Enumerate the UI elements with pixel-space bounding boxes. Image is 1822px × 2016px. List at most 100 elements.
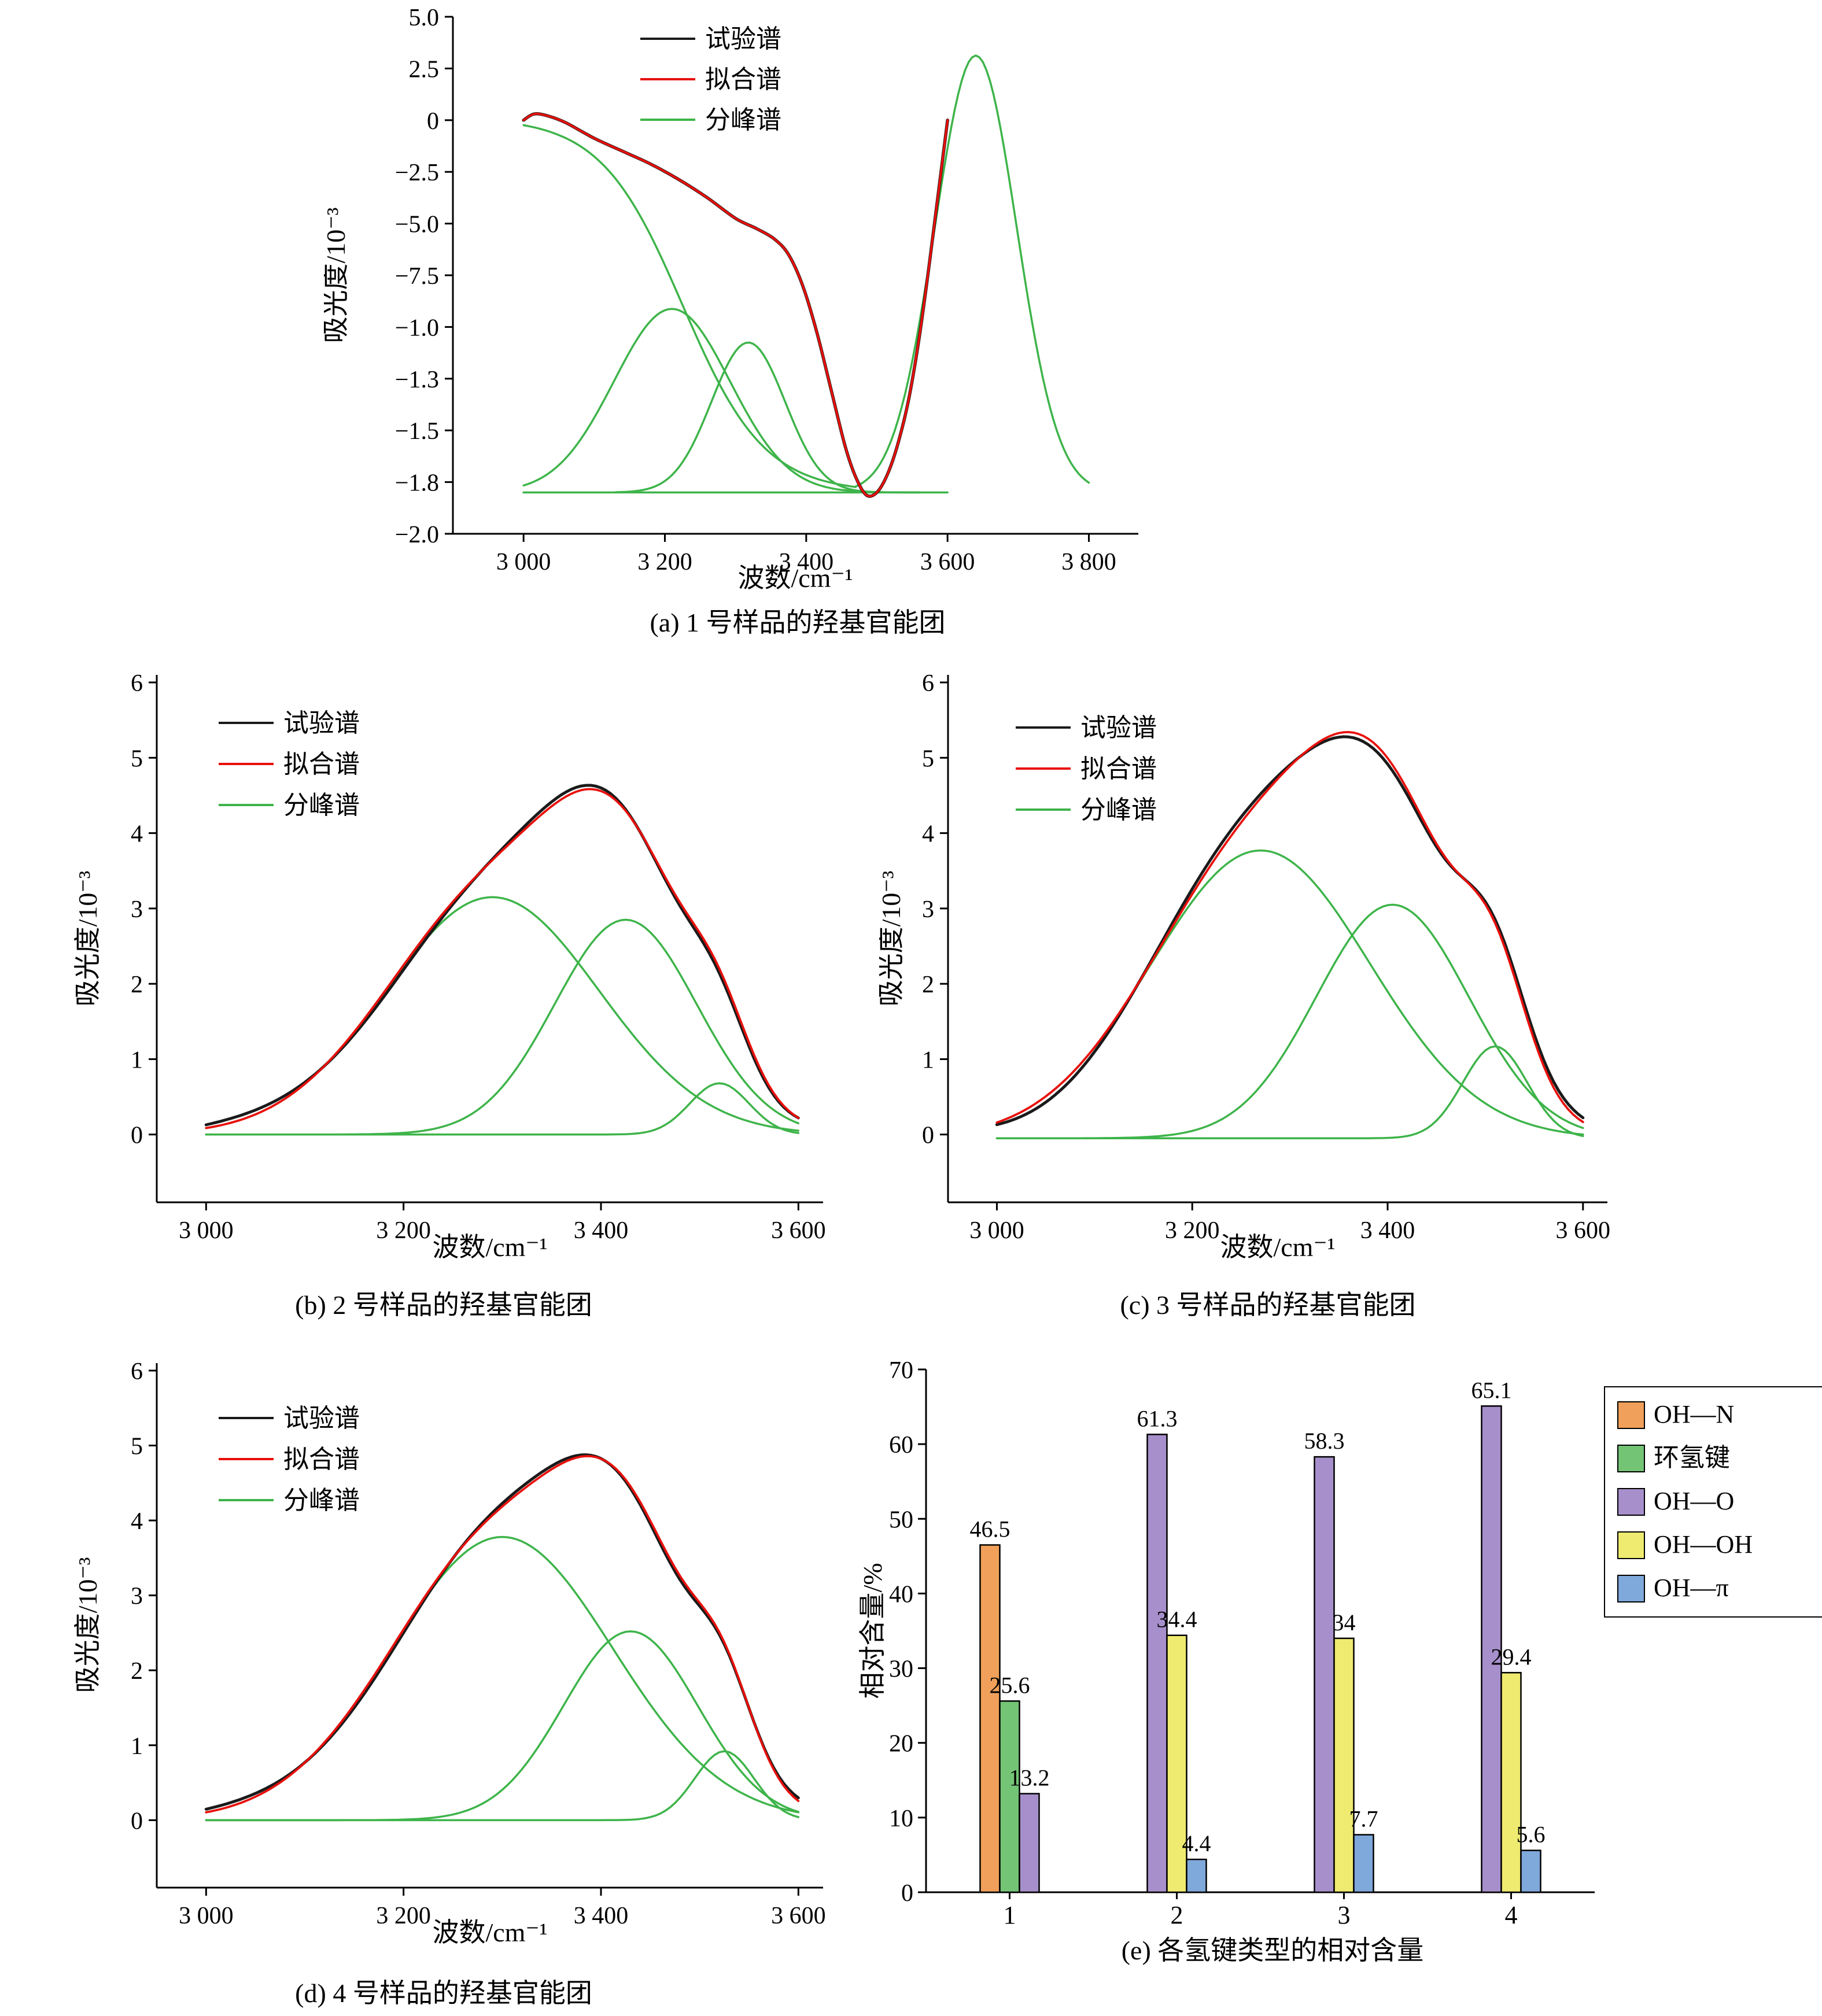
category-label: 4 xyxy=(1505,1901,1518,1929)
y-tick-label: 4 xyxy=(131,821,143,848)
bar-value-label: 46.5 xyxy=(970,1516,1010,1542)
legend-label: OH—O xyxy=(1654,1487,1734,1515)
y-tick-label: 4 xyxy=(131,1508,143,1535)
x-tick-label: 3 200 xyxy=(1165,1217,1220,1244)
legend-label: 分峰谱 xyxy=(283,1486,360,1515)
legend-label: 环氢键 xyxy=(1654,1443,1730,1472)
legend-label: 试验谱 xyxy=(705,25,781,53)
legend-swatch xyxy=(1617,1445,1645,1472)
y-tick-label: 0 xyxy=(427,108,439,135)
y-tick-label: 2.5 xyxy=(409,56,440,83)
y-tick-label: 30 xyxy=(889,1656,913,1683)
category-label: 3 xyxy=(1338,1901,1351,1929)
y-tick-label: 1 xyxy=(131,1047,143,1073)
y-tick-label: 0 xyxy=(131,1808,143,1834)
y-tick-label: 0 xyxy=(922,1123,934,1149)
bar-OH—O xyxy=(1146,1434,1168,1893)
y-tick-label: 1 xyxy=(922,1047,934,1073)
component-curve xyxy=(205,1082,800,1136)
y-tick-label: 5.0 xyxy=(409,5,440,31)
legend-label: 试验谱 xyxy=(283,709,360,737)
y-tick-label: 5 xyxy=(131,745,143,772)
category-label: 2 xyxy=(1171,1901,1183,1929)
category-label: 1 xyxy=(1004,1901,1016,1929)
x-tick-label: 3 600 xyxy=(920,549,975,575)
y-axis-title: 吸光度/10⁻³ xyxy=(324,208,351,344)
y-tick-label: −2.5 xyxy=(395,160,439,186)
fit-curve xyxy=(205,1455,800,1814)
y-tick-label: 6 xyxy=(131,670,143,697)
caption-chart-d: (d) 4 号样品的羟基官能团 xyxy=(295,1978,592,2008)
component-curve xyxy=(522,124,857,488)
y-tick-label: 2 xyxy=(131,1658,143,1685)
y-tick-label: −2.0 xyxy=(395,522,439,548)
bar-value-label: 5.6 xyxy=(1517,1822,1546,1848)
x-tick-label: 3 400 xyxy=(574,1903,629,1929)
y-tick-label: 3 xyxy=(922,896,934,923)
bar-OH—O xyxy=(1481,1405,1502,1893)
bar-OH—π xyxy=(1353,1834,1374,1893)
y-tick-label: 3 xyxy=(131,896,143,923)
bar-OH—N xyxy=(979,1544,1001,1893)
x-tick-label: 3 400 xyxy=(779,549,834,575)
bar-环氢键 xyxy=(999,1700,1020,1893)
x-tick-label: 3 600 xyxy=(771,1903,826,1929)
chart-e-canvas: 0 10 20 30 40 50 60 70 相对含量/% 1 46.5 25.6 13.2 2 61.3 3… xyxy=(858,1357,1822,1929)
fit-curve xyxy=(522,112,949,497)
legend-label: 拟合谱 xyxy=(705,65,781,94)
y-tick-label: 1 xyxy=(131,1733,143,1760)
bar-value-label: 58.3 xyxy=(1304,1428,1345,1454)
legend-label: 拟合谱 xyxy=(283,1445,360,1474)
y-tick-label: 50 xyxy=(889,1507,913,1533)
y-tick-label: −1.8 xyxy=(395,470,439,497)
legend-label: 拟合谱 xyxy=(1080,755,1157,783)
component-curve xyxy=(995,903,1584,1140)
x-tick-label: 3 800 xyxy=(1061,549,1116,575)
y-axis-title: 吸光度/10⁻³ xyxy=(879,871,906,1007)
y-tick-label: −7.5 xyxy=(395,263,439,290)
y-tick-label: 10 xyxy=(889,1805,913,1832)
legend-swatch xyxy=(1617,1575,1645,1603)
x-tick-label: 3 000 xyxy=(179,1903,234,1929)
y-tick-label: 6 xyxy=(922,670,934,697)
x-axis-title: 波数/cm⁻¹ xyxy=(432,1918,547,1947)
legend-label: 分峰谱 xyxy=(705,106,781,134)
component-curve xyxy=(995,1045,1584,1140)
y-tick-label: 20 xyxy=(889,1731,913,1757)
y-tick-label: −5.0 xyxy=(395,212,439,238)
x-tick-label: 3 400 xyxy=(574,1217,629,1244)
x-axis-title: 波数/cm⁻¹ xyxy=(737,563,853,593)
chart-d-canvas: 0 1 2 3 4 5 6 3 000 3 200 3 400 3 600 波数/cm⁻¹ 吸光度/10… xyxy=(73,1358,826,1947)
fit-curve xyxy=(205,788,800,1129)
x-tick-label: 3 200 xyxy=(376,1217,431,1244)
y-tick-label: 5 xyxy=(131,1434,143,1460)
legend-label: 拟合谱 xyxy=(283,750,360,778)
caption-chart-e: (e) 各氢键类型的相对含量 xyxy=(1121,1936,1424,1965)
y-tick-label: −1.0 xyxy=(395,315,439,341)
caption-chart-c: (c) 3 号样品的羟基官能团 xyxy=(1120,1290,1416,1320)
experimental-curve xyxy=(204,784,800,1127)
x-tick-label: 3 000 xyxy=(179,1217,234,1244)
fit-curve xyxy=(995,731,1584,1124)
legend-label: OH—π xyxy=(1654,1574,1729,1602)
bar-value-label: 4.4 xyxy=(1182,1830,1211,1856)
component-curve xyxy=(205,1750,800,1822)
x-axis-title: 波数/cm⁻¹ xyxy=(1220,1232,1335,1262)
y-tick-label: 0 xyxy=(131,1123,143,1149)
bar-value-label: 61.3 xyxy=(1137,1405,1178,1431)
bar-OH—O xyxy=(1019,1793,1040,1893)
legend-frame xyxy=(1604,1386,1822,1618)
bar-value-label: 34 xyxy=(1333,1609,1356,1635)
x-tick-label: 3 600 xyxy=(1556,1217,1611,1244)
y-tick-label: 3 xyxy=(131,1583,143,1610)
legend-swatch xyxy=(1617,1488,1645,1516)
component-curve xyxy=(205,896,800,1132)
bar-OH—OH xyxy=(1333,1637,1355,1893)
chart-c-canvas: 0 1 2 3 4 5 6 3 000 3 200 3 400 3 600 波数/cm⁻¹ 吸光度/10… xyxy=(879,670,1611,1262)
bar-OH—OH xyxy=(1500,1672,1522,1893)
x-tick-label: 3 600 xyxy=(771,1217,826,1244)
y-axis-title: 相对含量/% xyxy=(858,1563,887,1699)
y-tick-label: 6 xyxy=(131,1358,143,1385)
bar-OH—π xyxy=(1520,1849,1541,1893)
